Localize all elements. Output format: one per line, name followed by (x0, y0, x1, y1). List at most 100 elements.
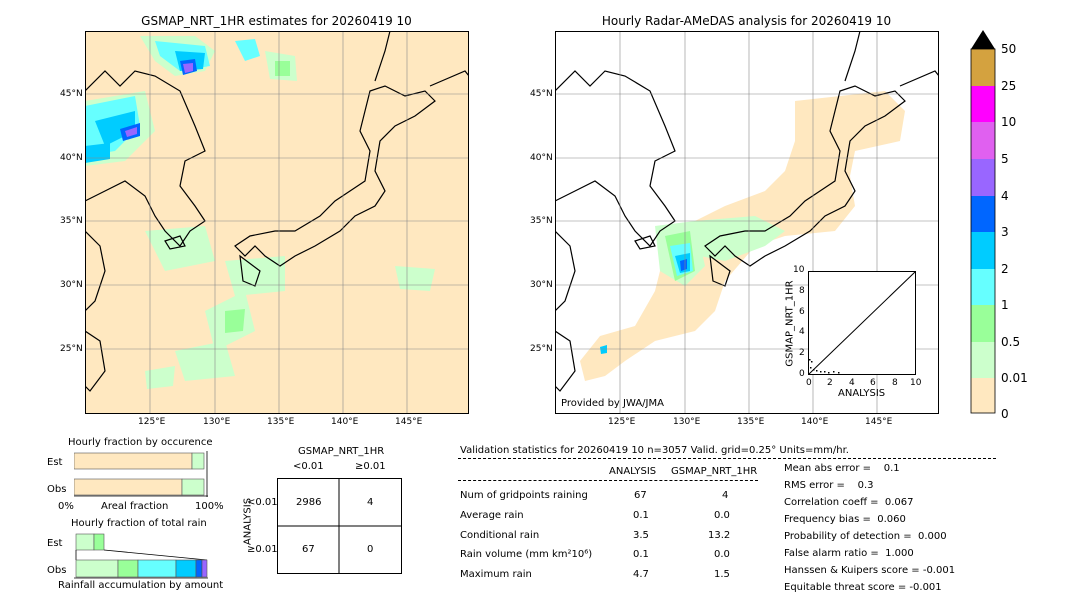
total-obs-label: Obs (47, 565, 67, 576)
inset-scatter (808, 271, 916, 375)
right-lat-35: 35°N (530, 216, 553, 226)
inset-ytick-4: 4 (799, 327, 805, 337)
inset-xtick-0: 0 (806, 378, 812, 388)
right-gridlines (555, 31, 939, 414)
stat-gsmap-volume: 0.0 (714, 549, 730, 560)
right-lon-140: 140°E (801, 417, 829, 427)
occurrence-chart (74, 451, 208, 497)
inset-xtick-4: 4 (849, 378, 855, 388)
right-coastlines (555, 31, 939, 392)
validation-col-analysis: ANALYSIS (609, 466, 657, 477)
map-background (85, 31, 469, 414)
colorbar-segment-10 (971, 122, 995, 159)
stat-label-volume: Rain volume (mm km²10⁶) (460, 549, 593, 560)
score-frequency-bias: Frequency bias = 0.060 (784, 514, 906, 525)
occurrence-est-bar-dry (74, 452, 193, 470)
left-lon-140: 140°E (331, 417, 359, 427)
total-obs-bar-4 (175, 559, 197, 578)
colorbar-segment-001 (971, 378, 995, 413)
validation-col-divider (458, 480, 758, 481)
right-map (555, 31, 939, 414)
total-rain-title: Hourly fraction of total rain (71, 518, 207, 529)
fraction-x-mid: Areal fraction (101, 501, 169, 512)
colorbar-segment-2 (971, 269, 995, 305)
total-est-bar-1 (75, 533, 95, 551)
left-lon-130: 130°E (203, 417, 231, 427)
inset-xtick-6: 6 (870, 378, 876, 388)
left-lat-45: 45°N (60, 89, 83, 99)
occurrence-title: Hourly fraction by occurence (68, 437, 213, 448)
inset-xlabel: ANALYSIS (838, 388, 886, 399)
left-lat-40: 40°N (60, 153, 83, 163)
right-lat-45: 45°N (530, 89, 553, 99)
colorbar-label-001: 0.01 (1001, 371, 1028, 385)
contingency-cell-c: 67 (302, 544, 315, 555)
stat-analysis-gridpoints: 67 (634, 490, 647, 501)
colorbar-label-50: 50 (1001, 42, 1017, 56)
left-map (85, 31, 469, 414)
left-lon-135: 135°E (267, 417, 295, 427)
inset-ytick-8: 8 (799, 286, 805, 296)
fraction-x-right: 100% (195, 501, 224, 512)
stat-analysis-volume: 0.1 (633, 549, 649, 560)
stat-label-average: Average rain (460, 510, 524, 521)
colorbar-segment-05 (971, 342, 995, 378)
inset-ytick-0: 0 (799, 369, 805, 379)
validation-header: Validation statistics for 20260419 10 n=… (460, 445, 849, 456)
inset-xtick-2: 2 (827, 378, 833, 388)
colorbar-label-25: 25 (1001, 79, 1017, 93)
contingency-grid (277, 478, 402, 574)
colorbar-label-05: 0.5 (1001, 335, 1021, 349)
occurrence-obs-bar-dry (74, 478, 183, 496)
fraction-x-left: 0% (58, 501, 74, 512)
stat-gsmap-average: 0.0 (714, 510, 730, 521)
contingency-col2: ≥0.01 (355, 461, 386, 472)
right-lon-125: 125°E (608, 417, 636, 427)
inset-ytick-6: 6 (799, 307, 805, 317)
colorbar-label-10: 10 (1001, 115, 1017, 129)
validation-divider (458, 458, 996, 459)
colorbar-segment-3 (971, 232, 995, 269)
left-lon-125: 125°E (138, 417, 166, 427)
contingency-row1: <0.01 (247, 497, 278, 508)
colorbar-segment-25 (971, 86, 995, 122)
accumulation-label: Rainfall accumulation by amount (58, 580, 224, 591)
right-lon-145: 145°E (865, 417, 893, 427)
contingency-title: GSMAP_NRT_1HR (298, 446, 385, 457)
total-est-label: Est (47, 538, 63, 549)
total-est-bar-2 (93, 533, 105, 551)
validation-col-gsmap: GSMAP_NRT_1HR (671, 466, 758, 477)
total-obs-bar-1 (75, 559, 119, 578)
inset-points (809, 359, 840, 374)
score-mae: Mean abs error = 0.1 (784, 463, 900, 474)
contingency-cell-b: 4 (367, 497, 374, 508)
stat-analysis-average: 0.1 (633, 510, 649, 521)
score-hk: Hanssen & Kuipers score = -0.001 (784, 565, 956, 576)
left-rain-areas (85, 36, 435, 389)
colorbar-label-5: 5 (1001, 152, 1009, 166)
inset-ylabel: GSMAP_NRT_1HR (784, 280, 796, 367)
occurrence-est-bar-wet (191, 452, 205, 470)
contingency-cell-d: 0 (367, 544, 374, 555)
score-pod: Probability of detection = 0.000 (784, 531, 947, 542)
total-obs-bar-2 (117, 559, 139, 578)
left-lon-145: 145°E (395, 417, 423, 427)
right-rain-areas (600, 216, 785, 354)
occurrence-obs-bar-wet (181, 478, 205, 496)
total-obs-bar-3 (137, 559, 177, 578)
stat-gsmap-maximum: 1.5 (714, 569, 730, 580)
stat-label-maximum: Maximum rain (460, 569, 532, 580)
colorbar-segment-5 (971, 159, 995, 196)
inset-diagonal (808, 271, 916, 375)
left-gridlines (85, 31, 469, 414)
total-rain-chart (74, 533, 208, 579)
stat-gsmap-gridpoints: 4 (722, 490, 729, 501)
colorbar-label-0: 0 (1001, 407, 1009, 421)
right-lat-40: 40°N (530, 153, 553, 163)
left-lat-30: 30°N (60, 280, 83, 290)
contingency-cell-a: 2986 (296, 497, 322, 508)
score-correlation: Correlation coeff = 0.067 (784, 497, 914, 508)
score-rmse: RMS error = 0.3 (784, 480, 874, 491)
occurrence-obs-label: Obs (47, 484, 67, 495)
colorbar-segment-50 (971, 49, 995, 86)
